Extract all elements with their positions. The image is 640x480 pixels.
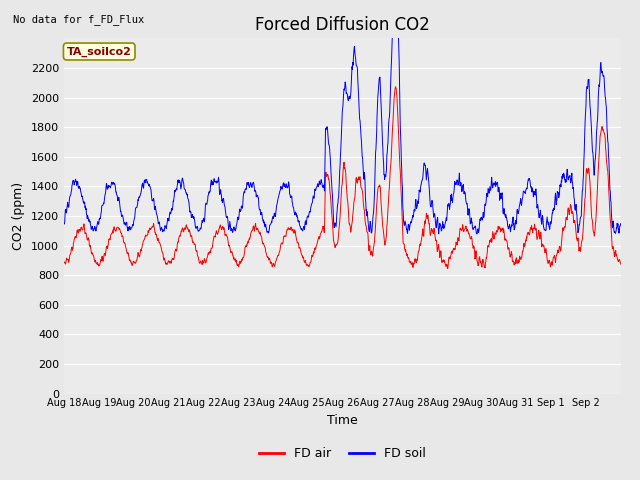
FD soil (617, 221, 625, 227)
FD soil (328, 181, 335, 187)
FD air (556, 244, 564, 250)
FD air (444, 266, 452, 272)
FD air (317, 230, 325, 236)
FD air (328, 211, 335, 216)
FD air (611, 252, 618, 258)
Line: FD soil: FD soil (64, 0, 621, 234)
Text: No data for f_FD_Flux: No data for f_FD_Flux (13, 14, 144, 25)
FD air (617, 261, 625, 267)
FD soil (317, 177, 325, 182)
X-axis label: Time: Time (327, 414, 358, 427)
FD soil (556, 182, 564, 188)
FD air (60, 259, 68, 265)
FD soil (611, 229, 618, 235)
Legend: FD air, FD soil: FD air, FD soil (253, 443, 431, 466)
FD air (392, 84, 399, 90)
Line: FD air: FD air (64, 87, 621, 269)
FD soil (60, 221, 68, 227)
FD soil (472, 231, 480, 237)
Title: Forced Diffusion CO2: Forced Diffusion CO2 (255, 16, 430, 34)
FD air (147, 226, 155, 231)
Text: TA_soilco2: TA_soilco2 (67, 47, 132, 57)
FD soil (474, 226, 482, 232)
Y-axis label: CO2 (ppm): CO2 (ppm) (12, 182, 26, 250)
FD air (474, 263, 482, 268)
FD soil (147, 187, 155, 193)
